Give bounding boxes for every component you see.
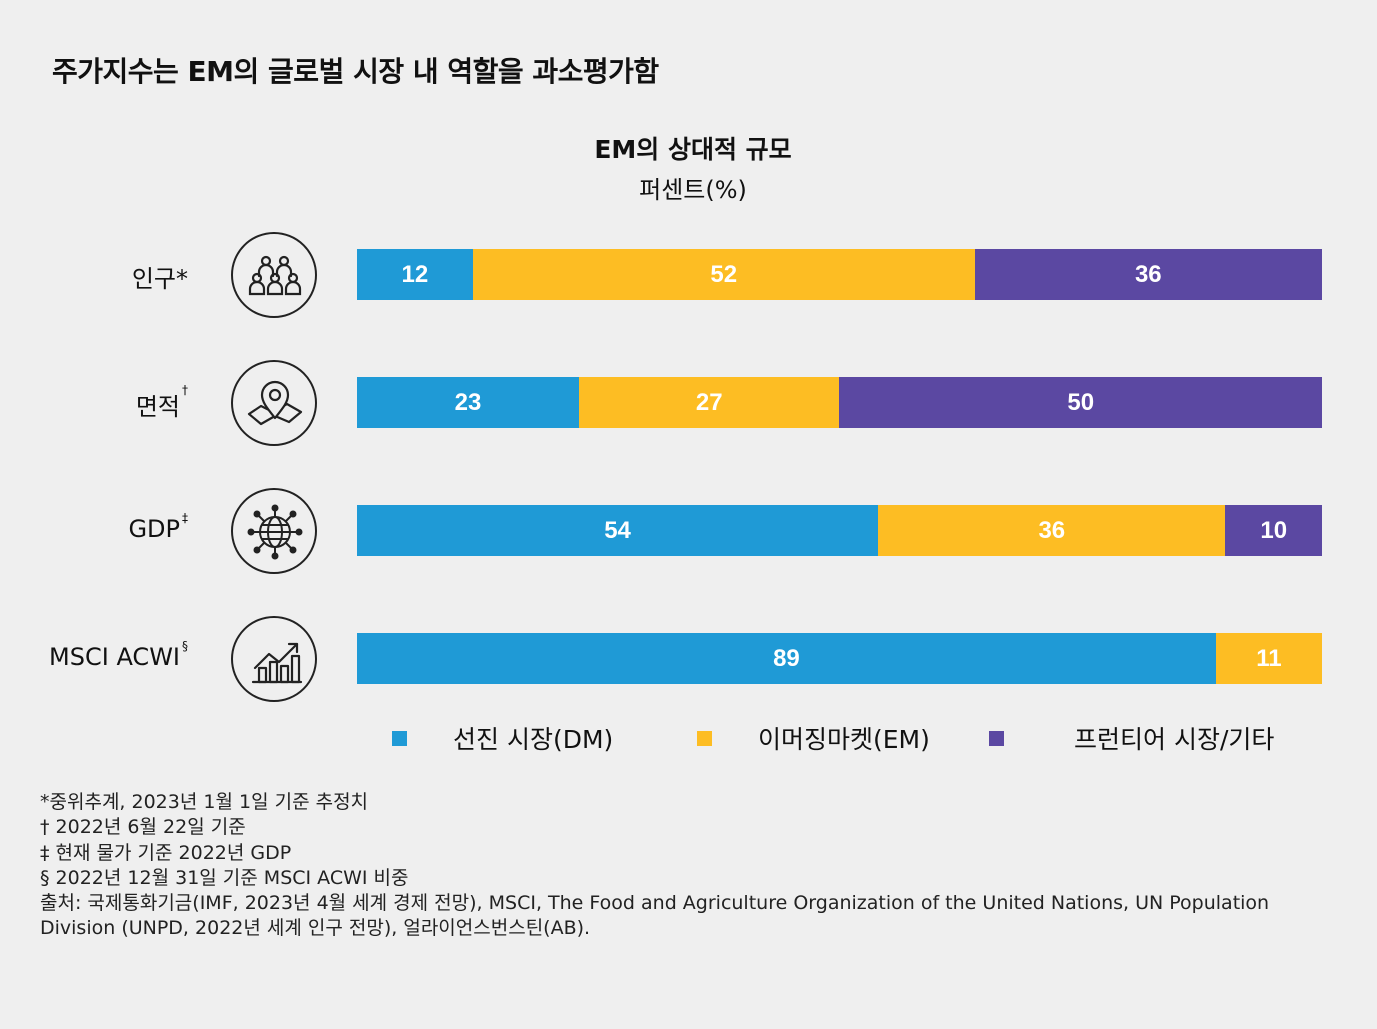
legend-swatch-dm (392, 730, 407, 746)
category-label: GDP ‡ (0, 511, 188, 543)
chart-subtitle: 퍼센트(%) (639, 176, 747, 204)
chart-legend: 선진 시장(DM) 이머징마켓(EM) 프런티어 시장/기타 (0, 720, 1377, 760)
page-title: 주가지수는 EM의 글로벌 시장 내 역할을 과소평가함 (52, 55, 659, 88)
data-label: 54 (604, 516, 631, 544)
rising-bar-chart-icon (231, 616, 317, 702)
data-label: 12 (401, 260, 429, 288)
data-label: 50 (1067, 388, 1095, 416)
footnote-1: *중위추계, 2023년 1월 1일 기준 추정치 (40, 791, 369, 813)
legend-item-dm: 선진 시장(DM) (392, 720, 613, 756)
footnote-3: ‡ 현재 물가 기준 2022년 GDP (40, 841, 292, 864)
data-label: 36 (1134, 260, 1162, 288)
legend-swatch-em (697, 730, 712, 746)
bar-segment: 10 (1225, 505, 1322, 556)
category-footnote-mark: § (182, 639, 188, 653)
data-label: 36 (1038, 516, 1066, 544)
map-pin-icon (231, 360, 317, 446)
legend-item-em: 이머징마켓(EM) (697, 720, 930, 756)
data-label: 23 (454, 388, 482, 416)
stacked-bar: 12 52 36 (357, 249, 1322, 300)
chart-title: EM의 상대적 규모 (594, 135, 792, 164)
bar-segment: 23 (357, 377, 579, 428)
data-label: 10 (1260, 516, 1288, 544)
legend-label-frontier: 프런티어 시장/기타 (1074, 725, 1275, 754)
people-group-icon (231, 232, 317, 318)
footnote-4: § 2022년 12월 31일 기준 MSCI ACWI 비중 (40, 866, 409, 889)
category-footnote-mark: ‡ (182, 511, 188, 525)
data-label: 89 (773, 644, 800, 672)
stacked-bar: 54 36 10 (357, 505, 1322, 556)
bar-segment: 50 (839, 377, 1322, 428)
legend-swatch-frontier (989, 730, 1004, 746)
footnotes: *중위추계, 2023년 1월 1일 기준 추정치 † 2022년 6월 22일… (40, 790, 1340, 942)
category-label-text: 인구* (131, 265, 188, 293)
bar-segment: 52 (472, 249, 975, 300)
category-label: 면적† (0, 383, 188, 422)
category-label: MSCI ACWI § (0, 639, 188, 671)
legend-label-dm: 선진 시장(DM) (453, 725, 614, 754)
globe-network-icon (231, 488, 317, 574)
bar-segment: 89 (357, 633, 1216, 684)
data-label: 11 (1256, 644, 1282, 672)
category-label: 인구* (0, 259, 188, 294)
footnote-2: † 2022년 6월 22일 기준 (40, 816, 246, 839)
bar-segment: 36 (974, 249, 1322, 300)
data-label: 27 (695, 388, 723, 416)
data-label: 52 (710, 260, 738, 288)
bar-segment: 27 (578, 377, 840, 428)
bar-segment: 12 (357, 249, 473, 300)
legend-label-em: 이머징마켓(EM) (758, 725, 930, 754)
bar-segment: 36 (878, 505, 1226, 556)
legend-item-frontier: 프런티어 시장/기타 (989, 720, 1274, 756)
category-label-text: GDP (128, 515, 180, 543)
stacked-bar: 23 27 50 (357, 377, 1322, 428)
stacked-bar: 89 11 (357, 633, 1322, 684)
bar-segment: 11 (1215, 633, 1322, 684)
footnote-source: 출처: 국제통화기금(IMF, 2023년 4월 세계 경제 전망), MSCI… (40, 892, 1276, 940)
category-label-text: MSCI ACWI (49, 643, 180, 671)
bar-segment: 54 (357, 505, 879, 556)
category-footnote-mark: † (182, 383, 188, 397)
category-label-text: 면적 (135, 393, 180, 421)
